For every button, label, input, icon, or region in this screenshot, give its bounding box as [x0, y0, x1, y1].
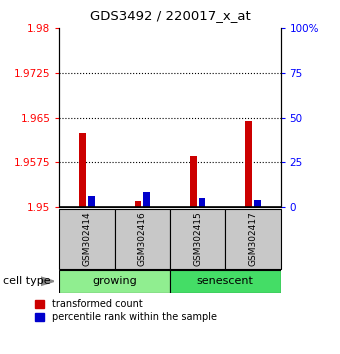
Text: GSM302415: GSM302415 — [193, 212, 202, 266]
Bar — [143, 192, 150, 207]
Text: GSM302416: GSM302416 — [138, 212, 147, 266]
Text: cell type: cell type — [3, 276, 51, 286]
Bar — [170, 209, 225, 269]
Bar — [190, 156, 197, 207]
Bar — [225, 209, 280, 269]
Text: senescent: senescent — [197, 276, 254, 286]
Text: growing: growing — [92, 276, 137, 286]
Bar — [79, 133, 86, 207]
Bar — [59, 270, 170, 293]
Bar — [245, 121, 252, 207]
Bar — [115, 209, 170, 269]
Legend: transformed count, percentile rank within the sample: transformed count, percentile rank withi… — [35, 299, 217, 322]
Bar — [199, 198, 205, 207]
Bar — [88, 196, 95, 207]
Bar — [59, 209, 115, 269]
Text: GSM302417: GSM302417 — [249, 212, 257, 266]
Bar — [254, 200, 261, 207]
Bar — [135, 201, 141, 207]
Bar — [170, 270, 280, 293]
Text: GSM302414: GSM302414 — [83, 212, 91, 266]
Text: GDS3492 / 220017_x_at: GDS3492 / 220017_x_at — [90, 9, 250, 22]
Polygon shape — [41, 277, 54, 285]
